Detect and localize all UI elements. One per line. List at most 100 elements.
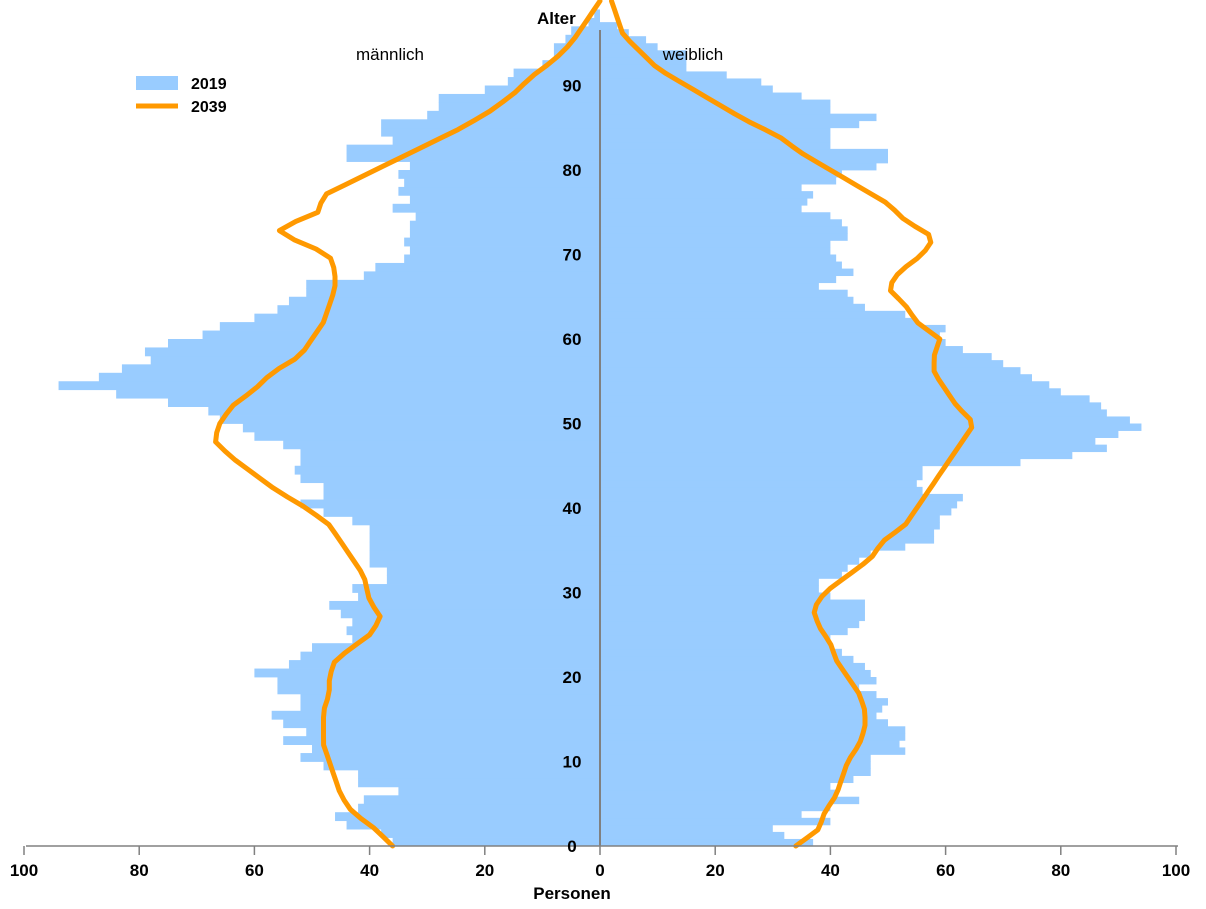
bar-2019-male-98 xyxy=(594,9,600,19)
bar-2019-female-24 xyxy=(600,669,871,678)
bar-2019-male-62 xyxy=(254,313,600,323)
bar-2019-female-25 xyxy=(600,662,865,671)
bar-2019-female-91 xyxy=(600,198,808,206)
bar-2019-male-86 xyxy=(427,110,600,120)
bar-2019-male-26 xyxy=(352,617,600,627)
bar-2019-male-43 xyxy=(300,474,600,484)
bar-2019-male-5 xyxy=(363,795,600,805)
bar-2019-female-14 xyxy=(600,740,900,748)
x-tick-label: 40 xyxy=(360,861,379,880)
bar-2019-female-27 xyxy=(600,648,842,657)
bar-2019-female-113 xyxy=(600,43,658,51)
bar-2019-male-49 xyxy=(242,423,600,433)
bar-2019-male-37 xyxy=(369,524,600,534)
bar-2019-male-6 xyxy=(398,786,600,796)
bar-2019-female-1 xyxy=(600,831,785,840)
bar-2019-male-67 xyxy=(363,271,600,281)
bar-2019-male-25 xyxy=(346,626,600,636)
label-male: männlich xyxy=(356,45,424,64)
bar-2019-female-45 xyxy=(600,522,940,530)
bar-2019-female-71 xyxy=(600,339,946,347)
bar-2019-female-52 xyxy=(600,472,923,481)
bar-2019-female-13 xyxy=(600,747,906,755)
bar-2019-female-56 xyxy=(600,444,1107,453)
bar-2019-male-16 xyxy=(300,702,600,712)
bar-2019-male-0 xyxy=(392,837,600,847)
bar-2019-female-61 xyxy=(600,409,1107,417)
bar-2019-female-28 xyxy=(600,641,831,650)
bar-2019-female-39 xyxy=(600,564,848,572)
bar-2019-female-40 xyxy=(600,557,860,565)
bar-2019-male-47 xyxy=(283,440,600,450)
bar-2019-female-81 xyxy=(600,268,854,277)
bar-2019-male-94 xyxy=(553,43,600,53)
bar-2019-female-88 xyxy=(600,219,842,227)
bar-2019-female-74 xyxy=(600,317,917,326)
bar-2019-female-22 xyxy=(600,684,860,692)
bar-2019-male-19 xyxy=(277,677,600,686)
bar-2019-male-44 xyxy=(294,465,600,475)
bars-2019-female xyxy=(600,22,1142,847)
bar-2019-male-63 xyxy=(277,305,600,315)
bar-2019-female-47 xyxy=(600,508,952,516)
bar-2019-female-115 xyxy=(600,29,629,37)
bar-2019-male-30 xyxy=(352,584,600,593)
bar-2019-male-41 xyxy=(323,491,600,500)
y-axis-title: Alter xyxy=(537,9,576,28)
bar-2019-male-33 xyxy=(369,558,600,568)
bar-2019-female-59 xyxy=(600,423,1142,431)
bar-2019-female-82 xyxy=(600,261,842,269)
bar-2019-female-37 xyxy=(600,578,819,586)
bar-2019-female-98 xyxy=(600,148,888,157)
bar-2019-male-7 xyxy=(358,778,600,788)
age-tick-label: 40 xyxy=(563,499,582,518)
x-tick-label: 80 xyxy=(130,861,149,880)
age-tick-label: 50 xyxy=(563,415,582,434)
bar-2019-female-12 xyxy=(600,754,871,762)
bar-2019-male-8 xyxy=(358,769,600,779)
bar-2019-male-14 xyxy=(283,719,600,729)
bar-2019-female-93 xyxy=(600,184,802,192)
bar-2019-female-20 xyxy=(600,698,888,706)
bar-2019-male-53 xyxy=(116,389,600,399)
bar-2019-female-58 xyxy=(600,430,1119,438)
bar-2019-female-51 xyxy=(600,479,917,488)
bar-2019-female-101 xyxy=(600,127,831,136)
bar-2019-female-86 xyxy=(600,233,848,241)
bar-2019-male-21 xyxy=(288,660,600,669)
bar-2019-male-97 xyxy=(588,17,600,27)
bar-2019-male-88 xyxy=(438,93,600,103)
bar-2019-male-45 xyxy=(300,457,600,467)
bar-2019-male-92 xyxy=(542,60,600,69)
bar-2019-female-43 xyxy=(600,536,935,544)
bar-2019-female-104 xyxy=(600,106,831,115)
bar-2019-male-51 xyxy=(208,406,600,416)
bar-2019-male-24 xyxy=(352,634,600,644)
bar-2019-female-68 xyxy=(600,360,1004,368)
bar-2019-female-90 xyxy=(600,205,802,213)
bar-2019-male-59 xyxy=(168,339,600,348)
bar-2019-female-55 xyxy=(600,451,1073,460)
bar-2019-male-73 xyxy=(409,220,600,230)
bar-2019-female-19 xyxy=(600,705,883,713)
bar-2019-male-96 xyxy=(571,26,600,36)
age-tick-label: 70 xyxy=(563,246,582,265)
bar-2019-female-46 xyxy=(600,515,940,523)
bar-2019-male-76 xyxy=(409,195,600,205)
bar-2019-female-35 xyxy=(600,592,831,600)
bar-2019-female-48 xyxy=(600,500,958,509)
legend-swatch-2019 xyxy=(136,76,178,90)
bar-2019-male-29 xyxy=(358,592,600,602)
bar-2019-male-18 xyxy=(277,685,600,695)
bar-2019-male-39 xyxy=(323,508,600,517)
bar-2019-male-56 xyxy=(121,364,601,374)
bar-2019-male-81 xyxy=(346,153,600,162)
bar-2019-female-107 xyxy=(600,85,773,93)
bar-2019-male-9 xyxy=(323,761,600,771)
bar-2019-male-40 xyxy=(300,499,600,509)
bar-2019-male-34 xyxy=(369,550,600,560)
bar-2019-male-31 xyxy=(386,575,600,585)
bar-2019-female-4 xyxy=(600,810,802,819)
x-axis-ticks: 100 80 60 40 20 0 20 40 60 80 100 xyxy=(10,846,1190,880)
bar-2019-female-116 xyxy=(600,22,618,30)
